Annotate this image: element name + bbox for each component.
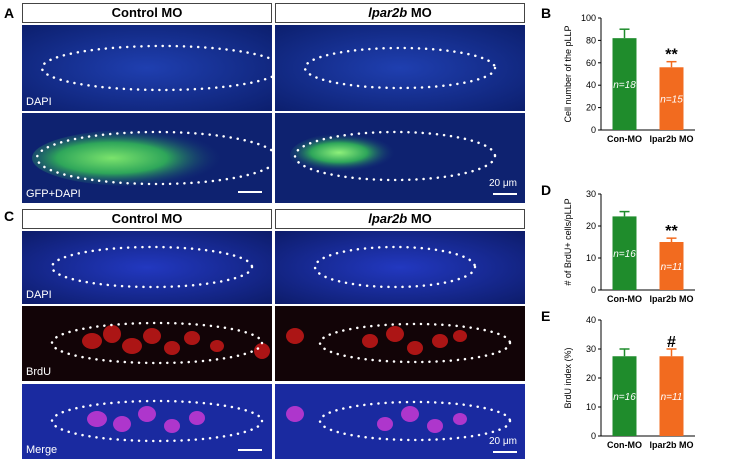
bar bbox=[612, 216, 637, 290]
brdu-nuclei bbox=[82, 325, 270, 359]
n-label: n=11 bbox=[661, 392, 683, 403]
pllp-outline bbox=[40, 44, 272, 92]
y-tick-label: 40 bbox=[586, 80, 596, 90]
panel-c-lpar2b-header: lpar2b MO bbox=[275, 209, 525, 229]
panel-a-lpar2b-gfp-image: 20 μm bbox=[275, 113, 525, 203]
panel-a-lpar2b-header: lpar2b MO bbox=[275, 3, 525, 23]
pllp-outline bbox=[318, 400, 512, 442]
y-tick-label: 80 bbox=[586, 35, 596, 45]
y-tick-label: 40 bbox=[586, 315, 596, 325]
n-label: n=16 bbox=[613, 392, 636, 403]
panel-c-control-header: Control MO bbox=[22, 209, 272, 229]
y-tick-label: 0 bbox=[591, 285, 596, 295]
chart-b-svg: 0 20 40 60 80 100 Cell number of the pLLP n=18 C… bbox=[563, 13, 695, 144]
category-label: lpar2b MO bbox=[649, 294, 693, 304]
y-tick-label: 30 bbox=[586, 189, 596, 199]
chart-d: 0 10 20 30 # of BrdU+ cells/pLLP n=16 Con-MO n=… bbox=[555, 186, 735, 310]
row-label-brdu: BrdU bbox=[26, 366, 52, 378]
chart-e-svg: 0 10 20 30 40 BrdU index (%) n=16 Con-MO n=11 # lp… bbox=[563, 315, 695, 450]
bar bbox=[659, 242, 684, 290]
n-label: n=11 bbox=[661, 262, 683, 273]
panel-letter-b: B bbox=[541, 5, 552, 21]
panel-c-control-brdu-image: BrdU bbox=[22, 306, 272, 381]
y-axis-label: # of BrdU+ cells/pLLP bbox=[563, 198, 573, 285]
significance-marker: # bbox=[667, 334, 676, 351]
panel-a-lpar2b-dapi-image bbox=[275, 25, 525, 111]
pllp-outline bbox=[293, 130, 497, 182]
dapi-texture bbox=[22, 25, 272, 111]
panel-c-control-dapi-image: DAPI bbox=[22, 231, 272, 304]
y-tick-label: 0 bbox=[591, 431, 596, 441]
merge-nuclei bbox=[87, 406, 205, 433]
bar bbox=[659, 67, 684, 130]
y-axis-label: BrdU index (%) bbox=[563, 347, 573, 408]
panel-letter-d: D bbox=[541, 182, 552, 198]
scale-label: 20 μm bbox=[489, 178, 517, 189]
chart-b: 0 20 40 60 80 100 Cell number of the pLLP n=18 C… bbox=[555, 10, 735, 170]
y-tick-label: 10 bbox=[586, 402, 596, 412]
category-label: Con-MO bbox=[607, 134, 642, 144]
scale-bar bbox=[493, 451, 517, 453]
category-label: Con-MO bbox=[607, 294, 642, 304]
row-label-gfp-dapi: GFP+DAPI bbox=[26, 188, 81, 200]
panel-c-lpar2b-dapi-image bbox=[275, 231, 525, 304]
pllp-outline bbox=[303, 46, 497, 90]
panel-c-lpar2b-brdu-image bbox=[275, 306, 525, 381]
category-label: lpar2b MO bbox=[649, 134, 693, 144]
row-label-merge: Merge bbox=[26, 444, 58, 456]
chart-e: 0 10 20 30 40 BrdU index (%) n=16 Con-MO n=11 # lp… bbox=[555, 312, 735, 458]
n-label: n=15 bbox=[660, 95, 683, 106]
scale-bar bbox=[238, 191, 262, 193]
y-tick-label: 20 bbox=[586, 103, 596, 113]
significance-marker: ** bbox=[665, 47, 678, 64]
row-label-dapi: DAPI bbox=[26, 96, 52, 108]
y-tick-label: 10 bbox=[586, 253, 596, 263]
pllp-outline bbox=[50, 245, 254, 289]
y-tick-label: 0 bbox=[591, 125, 596, 135]
category-label: lpar2b MO bbox=[649, 440, 693, 450]
scale-label: 20 μm bbox=[489, 436, 517, 447]
pllp-outline bbox=[35, 130, 272, 186]
bar bbox=[659, 356, 684, 436]
panel-c-control-merge-image: Merge bbox=[22, 384, 272, 459]
y-tick-label: 100 bbox=[581, 13, 596, 23]
brdu-nuclei bbox=[286, 326, 467, 355]
panel-c-lpar2b-merge-image: 20 μm bbox=[275, 384, 525, 459]
category-label: Con-MO bbox=[607, 440, 642, 450]
bar bbox=[612, 38, 637, 130]
panel-letter-a: A bbox=[4, 5, 15, 21]
y-tick-label: 20 bbox=[586, 221, 596, 231]
panel-a-control-header: Control MO bbox=[22, 3, 272, 23]
scale-bar bbox=[238, 449, 262, 451]
n-label: n=18 bbox=[613, 80, 636, 91]
y-tick-label: 20 bbox=[586, 373, 596, 383]
pllp-outline bbox=[318, 322, 512, 364]
y-tick-label: 30 bbox=[586, 344, 596, 354]
panel-letter-c: C bbox=[4, 208, 15, 224]
merge-nuclei bbox=[286, 406, 467, 433]
panel-a-control-gfp-image: GFP+DAPI bbox=[22, 113, 272, 203]
bar bbox=[612, 356, 637, 436]
row-label-dapi: DAPI bbox=[26, 289, 52, 301]
pllp-outline bbox=[50, 399, 264, 443]
pllp-outline bbox=[313, 245, 477, 289]
scale-bar bbox=[493, 193, 517, 195]
panel-letter-e: E bbox=[541, 308, 551, 324]
y-axis-label: Cell number of the pLLP bbox=[563, 25, 573, 122]
pllp-outline bbox=[50, 321, 264, 365]
y-tick-label: 60 bbox=[586, 58, 596, 68]
n-label: n=16 bbox=[613, 249, 636, 260]
chart-d-svg: 0 10 20 30 # of BrdU+ cells/pLLP n=16 Con-MO n=… bbox=[563, 189, 695, 304]
panel-a-control-dapi-image: DAPI bbox=[22, 25, 272, 111]
significance-marker: ** bbox=[665, 223, 678, 240]
